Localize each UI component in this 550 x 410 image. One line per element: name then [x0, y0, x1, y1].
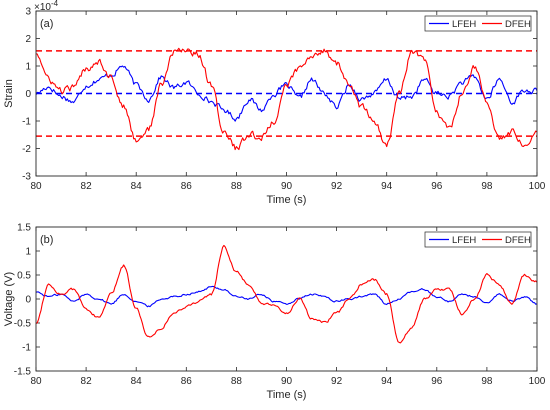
panel-b-y-tick-label: -1 [22, 343, 31, 354]
panel-b-y-tick-label: 0.5 [17, 271, 31, 282]
panel-a-y-tick-label: 1 [25, 62, 31, 73]
panel-a-legend-label-dfeh: DFEH [505, 19, 531, 30]
panel-b-legend-box [424, 231, 532, 248]
panel-b-plot-area [36, 227, 537, 371]
panel-b-x-tick-label: 98 [481, 376, 493, 387]
panel-b-legend-label-dfeh: DFEH [505, 235, 531, 246]
panel-b-x-tick-label: 100 [529, 376, 546, 387]
panel-a-legend-box [424, 15, 532, 32]
panel-b-y-tick-label: 1 [25, 247, 31, 258]
panel-b-x-tick-label: 80 [30, 376, 42, 387]
panel-b-axes-box [35, 226, 538, 372]
panel-a-y-tick-label: 3 [25, 7, 31, 18]
panel-b-x-tick-label: 86 [181, 376, 193, 387]
panel-a-y-tick-label: 0 [25, 89, 31, 100]
panel-a-x-tick-label: 80 [30, 181, 42, 192]
panel-b-y-tick-label: 1.5 [17, 223, 31, 234]
panel-b-series-lfeh-line [36, 285, 537, 308]
panel-a-x-tick-label: 92 [331, 181, 343, 192]
panel-a-y-tick-label: -1 [22, 117, 31, 128]
panel-a-label: (a) [40, 18, 53, 30]
panel-a-x-axis-label: Time (s) [267, 194, 307, 206]
panel-a-y-tick-label: 2 [25, 34, 31, 45]
panel-b-legend-label-lfeh: LFEH [452, 235, 476, 246]
panel-a-x-tick-label: 86 [181, 181, 193, 192]
panel-a-axes-box [35, 10, 538, 177]
panel-a-exponent-label: ×10-4 [34, 0, 59, 13]
panel-b-label: (b) [40, 234, 53, 246]
panel-a-strain: 80 82 84 86 88 90 92 94 96 98 100 -3 -2 -1 0 1 2 3 (a) Time… [3, 0, 546, 206]
panel-b-x-tick-label: 92 [331, 376, 343, 387]
panel-a-x-tick-label: 94 [381, 181, 393, 192]
panel-a-legend-label-lfeh: LFEH [452, 19, 476, 30]
panel-b-y-tick-label: 0 [25, 295, 31, 306]
panel-a-x-tick-label: 100 [529, 181, 546, 192]
panel-b-y-tick-label: -1.5 [14, 367, 32, 378]
panel-a-series-lfeh-line [36, 65, 537, 122]
panel-b-series-dfeh-line [36, 244, 537, 344]
panel-a-y-tick-label: -3 [22, 172, 31, 183]
panel-b-y-axis-label: Voltage (V) [3, 272, 15, 326]
panel-a-y-tick-label: -2 [22, 144, 31, 155]
panel-b-x-tick-label: 96 [431, 376, 443, 387]
panel-a-x-tick-label: 98 [481, 181, 493, 192]
panel-b-legend: LFEH DFEH [424, 231, 532, 248]
panel-a-x-tick-label: 82 [81, 181, 93, 192]
panel-a-legend: LFEH DFEH [424, 15, 532, 32]
panel-a-y-axis-label: Strain [3, 79, 15, 108]
panel-b-x-tick-label: 94 [381, 376, 393, 387]
panel-b-x-tick-label: 82 [81, 376, 93, 387]
panel-b-x-axis-label: Time (s) [267, 389, 307, 401]
panel-b-x-tick-label: 84 [131, 376, 143, 387]
panel-b-x-tick-label: 90 [281, 376, 293, 387]
panel-a-x-tick-label: 96 [431, 181, 443, 192]
panel-a-series-dfeh-line [36, 47, 537, 151]
panel-b-y-tick-label: -0.5 [14, 319, 32, 330]
panel-a-x-tick-label: 90 [281, 181, 293, 192]
panel-a-x-tick-label: 88 [231, 181, 243, 192]
panel-b-voltage: 80 82 84 86 88 90 92 94 96 98 100 -1.5 -1 -0.5 0 0.5 1 1.… [3, 223, 546, 402]
panel-a-x-tick-label: 84 [131, 181, 143, 192]
panel-b-x-tick-label: 88 [231, 376, 243, 387]
